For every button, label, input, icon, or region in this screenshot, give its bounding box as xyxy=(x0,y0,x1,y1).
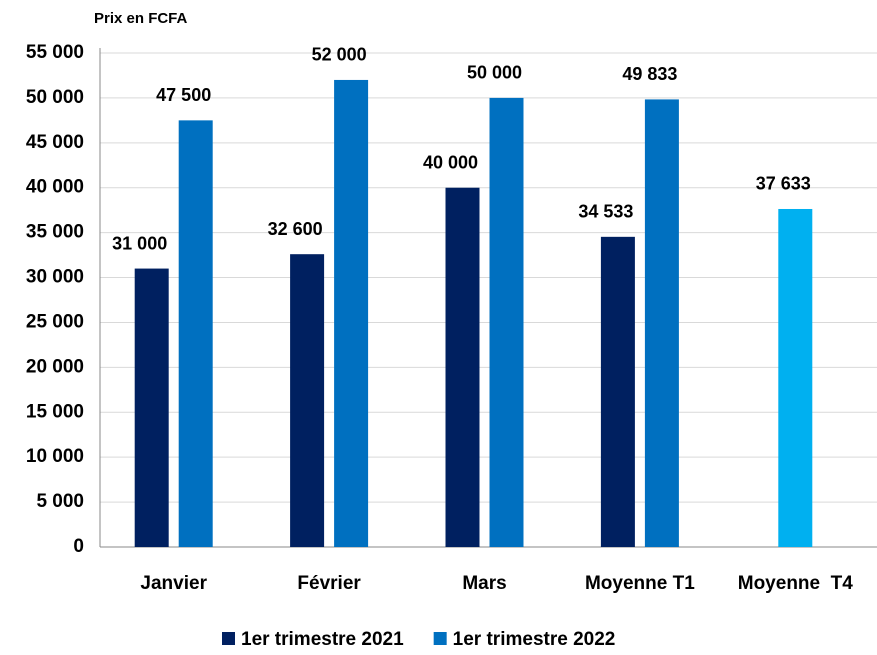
value-label: 40 000 xyxy=(423,152,478,172)
y-tick-label: 15 000 xyxy=(26,401,84,422)
legend-label: 1er trimestre 2022 xyxy=(453,629,616,650)
x-tick-label: Février xyxy=(297,573,361,594)
y-tick-label: 0 xyxy=(73,536,84,557)
x-tick-label: Moyenne T1 xyxy=(585,573,695,594)
legend-label: 1er trimestre 2021 xyxy=(241,629,404,650)
bar xyxy=(178,120,213,547)
value-label: 32 600 xyxy=(268,219,323,239)
bar xyxy=(778,208,813,547)
x-tick-label: Mars xyxy=(462,573,506,594)
y-tick-label: 25 000 xyxy=(26,311,84,332)
value-label: 37 633 xyxy=(756,174,811,194)
value-label: 31 000 xyxy=(112,233,167,253)
x-tick-label: Moyenne T4 xyxy=(738,573,854,594)
value-label: 34 533 xyxy=(578,202,633,222)
bar xyxy=(134,268,169,547)
y-tick-label: 55 000 xyxy=(26,42,84,63)
y-tick-label: 40 000 xyxy=(26,177,84,198)
bar xyxy=(600,236,635,547)
y-tick-label: 50 000 xyxy=(26,87,84,108)
value-label: 47 500 xyxy=(156,85,211,105)
y-tick-label: 5 000 xyxy=(36,491,84,512)
bar xyxy=(489,97,524,547)
value-label: 50 000 xyxy=(467,63,522,83)
y-axis-label: Prix en FCFA xyxy=(94,10,188,27)
value-label: 49 833 xyxy=(622,64,677,84)
x-tick-label: Janvier xyxy=(140,573,207,594)
bar xyxy=(290,254,325,547)
value-label: 52 000 xyxy=(312,45,367,65)
legend-swatch xyxy=(222,632,235,645)
bar xyxy=(445,187,480,547)
bar xyxy=(644,99,679,547)
y-tick-label: 10 000 xyxy=(26,446,84,467)
legend-swatch xyxy=(433,632,447,645)
y-tick-label: 45 000 xyxy=(26,132,84,153)
bar xyxy=(334,79,369,547)
y-tick-label: 30 000 xyxy=(26,267,84,288)
y-tick-label: 20 000 xyxy=(26,356,84,377)
y-tick-label: 35 000 xyxy=(26,222,84,243)
